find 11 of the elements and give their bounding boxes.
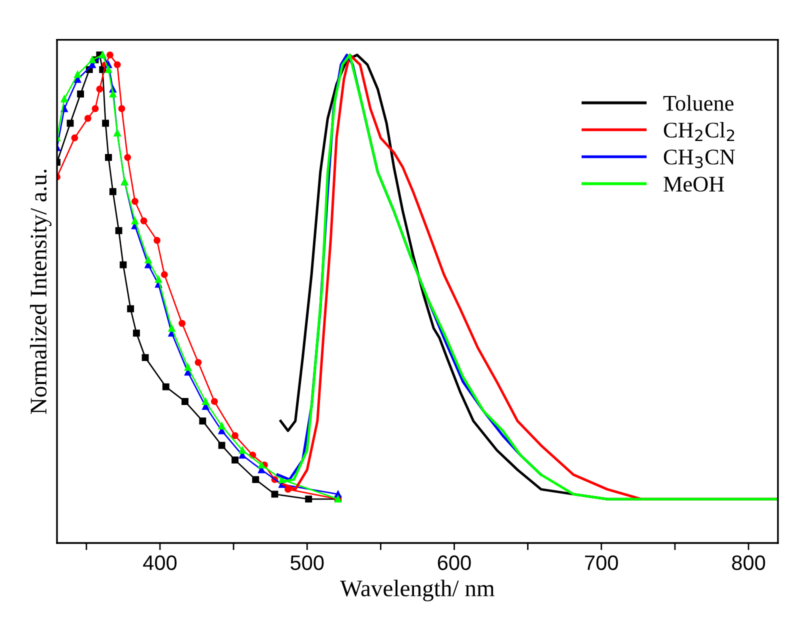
- legend-label: CH$_{2}$Cl$_{2}$: [664, 122, 734, 142]
- legend-label: CH$_{3}$CN: [664, 150, 735, 168]
- x-tick-label: 700: [585, 555, 618, 570]
- legend-label: MeOH: [664, 176, 724, 192]
- legend-label: Toluene: [663, 95, 734, 111]
- x-tick-label: 400: [143, 555, 177, 570]
- x-tick-label: 500: [290, 555, 324, 570]
- x-axis-title: Wavelength/ nm: [340, 580, 494, 602]
- y-axis-title: Normalized Intensity/ a.u.: [30, 170, 52, 414]
- x-tick-label: 600: [438, 555, 471, 570]
- x-tick-label: 800: [732, 555, 766, 570]
